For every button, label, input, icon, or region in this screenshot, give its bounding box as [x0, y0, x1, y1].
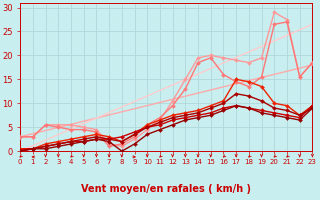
- X-axis label: Vent moyen/en rafales ( km/h ): Vent moyen/en rafales ( km/h ): [81, 184, 251, 194]
